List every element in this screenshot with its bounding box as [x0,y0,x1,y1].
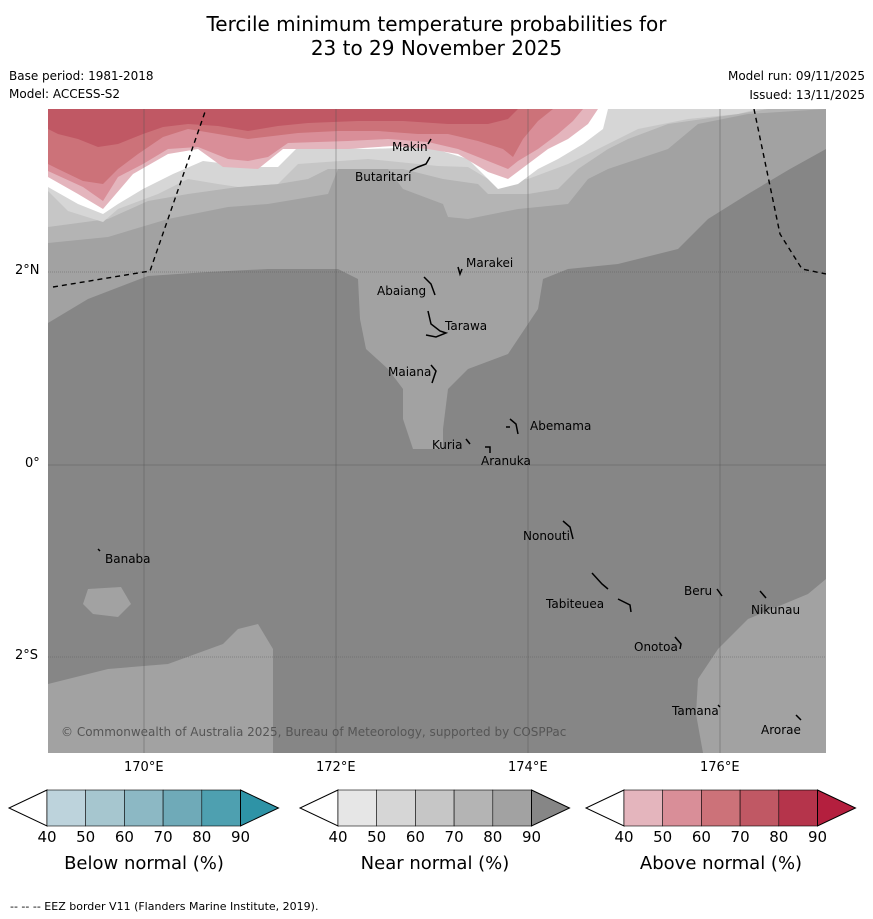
label-nikunau: Nikunau [751,603,800,617]
label-makin: Makin [392,140,428,154]
model-name: Model: ACCESS-S2 [9,87,121,101]
above-normal-tick: 90 [807,828,828,846]
label-aranuka: Aranuka [481,454,531,468]
above-normal-low-extend [584,789,625,827]
above-normal-tick: 70 [730,828,750,846]
below-normal-segment [124,789,164,827]
base-period: Base period: 1981-2018 [9,69,154,83]
lat-label-2s: 2°S [15,648,39,663]
near-normal-tick: 80 [483,828,503,846]
label-marakei: Marakei [466,256,513,270]
colorbar-below-normal [7,789,280,827]
near-normal-title: Near normal (%) [360,853,510,874]
above-normal-title: Above normal (%) [639,853,803,874]
above-normal-60-region [48,109,553,184]
above-normal-tick: 60 [691,828,711,846]
below-normal-segment [46,789,87,827]
colorbar-above-normal [584,789,857,827]
label-banaba: Banaba [105,552,151,566]
below-normal-segment [162,789,203,827]
below-normal-tick: 80 [192,828,212,846]
forecast-map: Makin Butaritari Marakei Abaiang Tarawa … [48,109,826,753]
label-onotoa: Onotoa [634,640,678,654]
below-normal-high-extend [240,789,280,827]
colorbars [7,789,857,827]
label-butaritari: Butaritari [355,170,412,184]
near-normal-segment [453,789,494,827]
above-normal-segment [662,789,702,827]
above-normal-tick: 80 [769,828,789,846]
above-normal-tick: 50 [653,828,673,846]
label-maiana: Maiana [388,365,431,379]
eez-footer-note: -- -- -- EEZ border V11 (Flanders Marine… [10,900,319,913]
near-normal-80-banaba-region [83,587,131,617]
lon-label-170e: 170°E [124,760,164,775]
near-normal-80-sw-region [48,624,273,753]
copyright-notice: © Commonwealth of Australia 2025, Bureau… [61,725,566,739]
near-normal-low-extend [298,789,339,827]
label-abemama: Abemama [530,419,591,433]
label-beru: Beru [684,584,712,598]
label-nonouti: Nonouti [523,529,570,543]
label-tamana: Tamana [671,704,719,718]
below-normal-tick: 40 [37,828,57,846]
map-title-line1: Tercile minimum temperature probabilitie… [206,12,667,36]
above-normal-segment [739,789,780,827]
below-normal-tick: 70 [153,828,173,846]
colorbar-near-normal [298,789,571,827]
near-normal-tick: 40 [328,828,348,846]
model-run: Model run: 09/11/2025 [727,69,865,83]
map-panel: Makin Butaritari Marakei Abaiang Tarawa … [48,109,826,753]
above-normal-tick: 40 [614,828,634,846]
above-normal-high-extend [817,789,857,827]
lon-label-174e: 174°E [508,760,548,775]
label-arorae: Arorae [761,723,801,737]
near-normal-80-se-region [696,579,826,753]
above-normal-segment [701,789,741,827]
label-abaiang: Abaiang [377,284,426,298]
graticule [48,109,826,753]
near-normal-segment [376,789,416,827]
below-normal-title: Below normal (%) [64,853,224,874]
lat-label-2n: 2°N [15,263,40,278]
below-normal-low-extend [7,789,48,827]
label-tarawa: Tarawa [444,319,487,333]
near-normal-tick: 60 [405,828,425,846]
above-normal-70-region [48,109,518,147]
map-title-line2: 23 to 29 November 2025 [310,36,563,60]
near-normal-segment [337,789,378,827]
above-normal-segment [623,789,664,827]
near-normal-segment [415,789,455,827]
issued-date: Issued: 13/11/2025 [749,88,865,102]
below-normal-tick: 60 [114,828,134,846]
label-kuria: Kuria [432,438,463,452]
lat-label-0: 0° [25,456,40,471]
lon-label-176e: 176°E [700,760,740,775]
below-normal-tick: 50 [76,828,96,846]
lon-label-172e: 172°E [316,760,356,775]
near-normal-segment [492,789,532,827]
island-shapes [97,138,802,721]
below-normal-segment [85,789,125,827]
below-normal-segment [201,789,241,827]
below-normal-tick: 90 [230,828,251,846]
near-normal-high-extend [531,789,571,827]
above-normal-segment [778,789,818,827]
eez-border [52,109,826,288]
near-normal-tick: 50 [367,828,387,846]
near-normal-tick: 90 [521,828,542,846]
label-tabiteuea: Tabiteuea [545,597,604,611]
near-normal-tick: 70 [444,828,464,846]
